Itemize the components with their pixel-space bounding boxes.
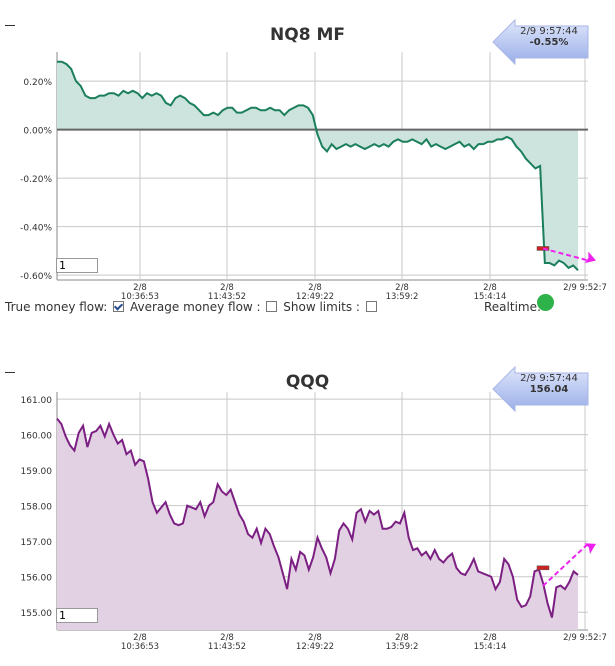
projection-arrowhead [584,251,597,264]
x-tick-label: 11:43:52 [208,642,246,652]
chart-title: QQQ [285,372,330,392]
x-tick-label: 2/8 [308,283,322,293]
nq8-mf-chart: 0.20%0.00%-0.20%-0.40%-0.60%2/810:36:532… [20,52,607,302]
y-tick-label: -0.20% [20,175,52,185]
x-tick-label: 2/9 9:52:7 [563,283,607,293]
x-tick-label: 2/8 [308,633,322,643]
value-badge: 2/9 9:57:44 156.04 [492,365,593,413]
badge-time: 2/9 9:57:44 [520,26,578,37]
chart-controls: True money flow: Average money flow : Sh… [5,300,379,314]
average-money-flow-checkbox[interactable] [266,301,278,312]
average-money-flow-label: Average money flow : [130,300,261,314]
x-tick-label: 12:49:22 [296,642,334,652]
period-input[interactable]: 1 [56,258,98,273]
y-tick-label: 0.00% [23,127,52,137]
value-badge: 2/9 9:57:44 -0.55% [492,18,593,66]
minimize-dash-icon[interactable] [5,25,15,26]
show-limits-label: Show limits : [283,300,360,314]
x-tick-label: 2/8 [483,283,497,293]
x-tick-label: 15:4:14 [474,642,507,652]
x-tick-label: 2/9 9:52:7 [563,633,607,643]
series-area [57,61,578,271]
y-tick-label: 160.00 [21,432,53,442]
qqq-panel: QQQ 161.00 160.00 159.00 158.00 157.00 156.00… [0,340,615,666]
y-tick-label: 156.00 [21,574,53,584]
x-tick-label: 10:36:53 [121,642,159,652]
period-input[interactable]: 1 [56,608,98,623]
x-tick-label: 2/8 [133,283,147,293]
y-tick-label: 159.00 [21,467,53,477]
projection-arrow [542,543,589,587]
realtime-status-indicator[interactable] [537,294,554,311]
x-tick-label: 13:59:2 [386,292,419,302]
y-tick-label: 158.00 [21,503,53,513]
nq8-mf-panel: NQ8 MF 0.20% 0.00% -0.20% -0.40% -0.60% 2/8 10… [0,0,615,302]
y-tick-label: -0.60% [20,272,52,282]
x-tick-label: 12:49:22 [296,292,334,302]
true-money-flow-checkbox[interactable] [113,301,125,312]
show-limits-checkbox[interactable] [365,301,377,312]
series-area [57,418,578,630]
realtime-label: Realtime: [484,300,542,314]
badge-time: 2/9 9:57:44 [520,373,578,384]
x-tick-label: 2/8 [220,633,234,643]
x-tick-label: 15:4:14 [474,292,507,302]
x-tick-label: 2/8 [220,283,234,293]
x-tick-label: 2/8 [133,633,147,643]
minimize-dash-icon[interactable] [5,372,15,373]
limit-marker [536,565,550,571]
x-tick-label: 13:59:2 [386,642,419,652]
y-tick-label: 161.00 [21,396,53,406]
y-tick-label: -0.40% [20,224,52,234]
y-tick-label: 157.00 [21,538,53,548]
y-tick-label: 155.00 [21,609,53,619]
x-tick-label: 2/8 [395,633,409,643]
badge-value: -0.55% [529,37,569,48]
true-money-flow-label: True money flow: [5,300,108,314]
y-tick-label: 0.20% [23,78,52,88]
badge-value: 156.04 [529,384,569,395]
badge-arrow-icon [492,18,589,66]
badge-arrow-icon [492,365,589,413]
projection-arrowhead [584,543,597,554]
x-tick-label: 11:43:52 [208,292,246,302]
series-line [57,60,579,271]
series-line [56,418,579,618]
x-tick-label: 2/8 [395,283,409,293]
qqq-chart: 161.00 160.00 159.00 158.00 157.00 156.00 155.… [21,392,607,652]
x-tick-label: 2/8 [483,633,497,643]
chart-title: NQ8 MF [270,25,345,45]
x-tick-label: 10:36:53 [121,292,159,302]
